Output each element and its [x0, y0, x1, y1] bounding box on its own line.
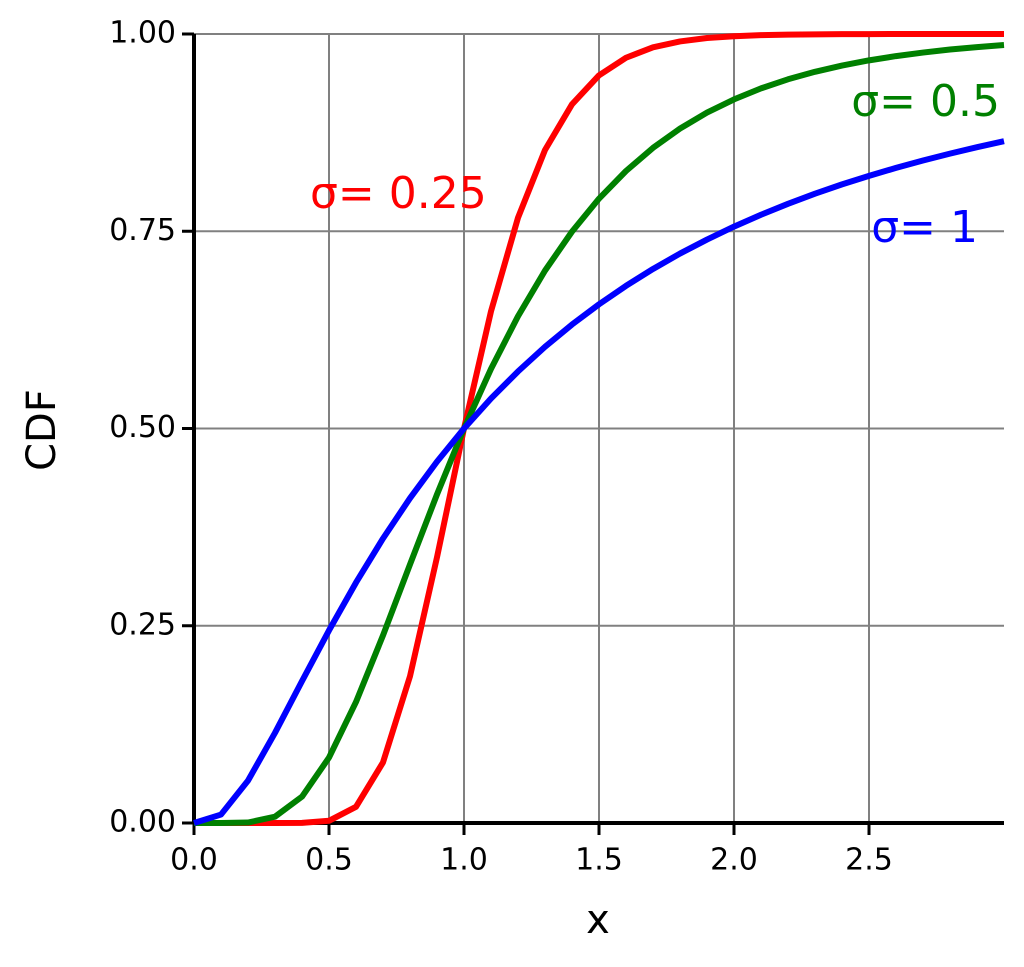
y-tick-label: 0.25: [109, 607, 176, 642]
series-label: σ= 0.25: [310, 168, 487, 219]
x-tick-label: 2.5: [845, 843, 893, 878]
x-tick-label: 0.5: [305, 843, 353, 878]
y-tick-label: 1.00: [109, 16, 176, 51]
y-tick-label: 0.00: [109, 805, 176, 840]
x-tick-label: 1.0: [440, 843, 488, 878]
x-tick-label: 1.5: [575, 843, 623, 878]
line-series: [194, 31, 1004, 826]
line-series: [194, 42, 1005, 826]
x-axis-label: x: [586, 897, 610, 943]
line-series: [193, 138, 1005, 826]
x-tick-label: 0.0: [170, 843, 218, 878]
y-tick-label: 0.50: [109, 410, 176, 445]
x-tick-label: 2.0: [710, 843, 758, 878]
y-axis-label: CDF: [19, 389, 65, 471]
series-label: σ= 0.5: [851, 76, 1000, 127]
y-tick-label: 0.75: [109, 213, 176, 248]
series-label: σ= 1: [871, 202, 978, 253]
